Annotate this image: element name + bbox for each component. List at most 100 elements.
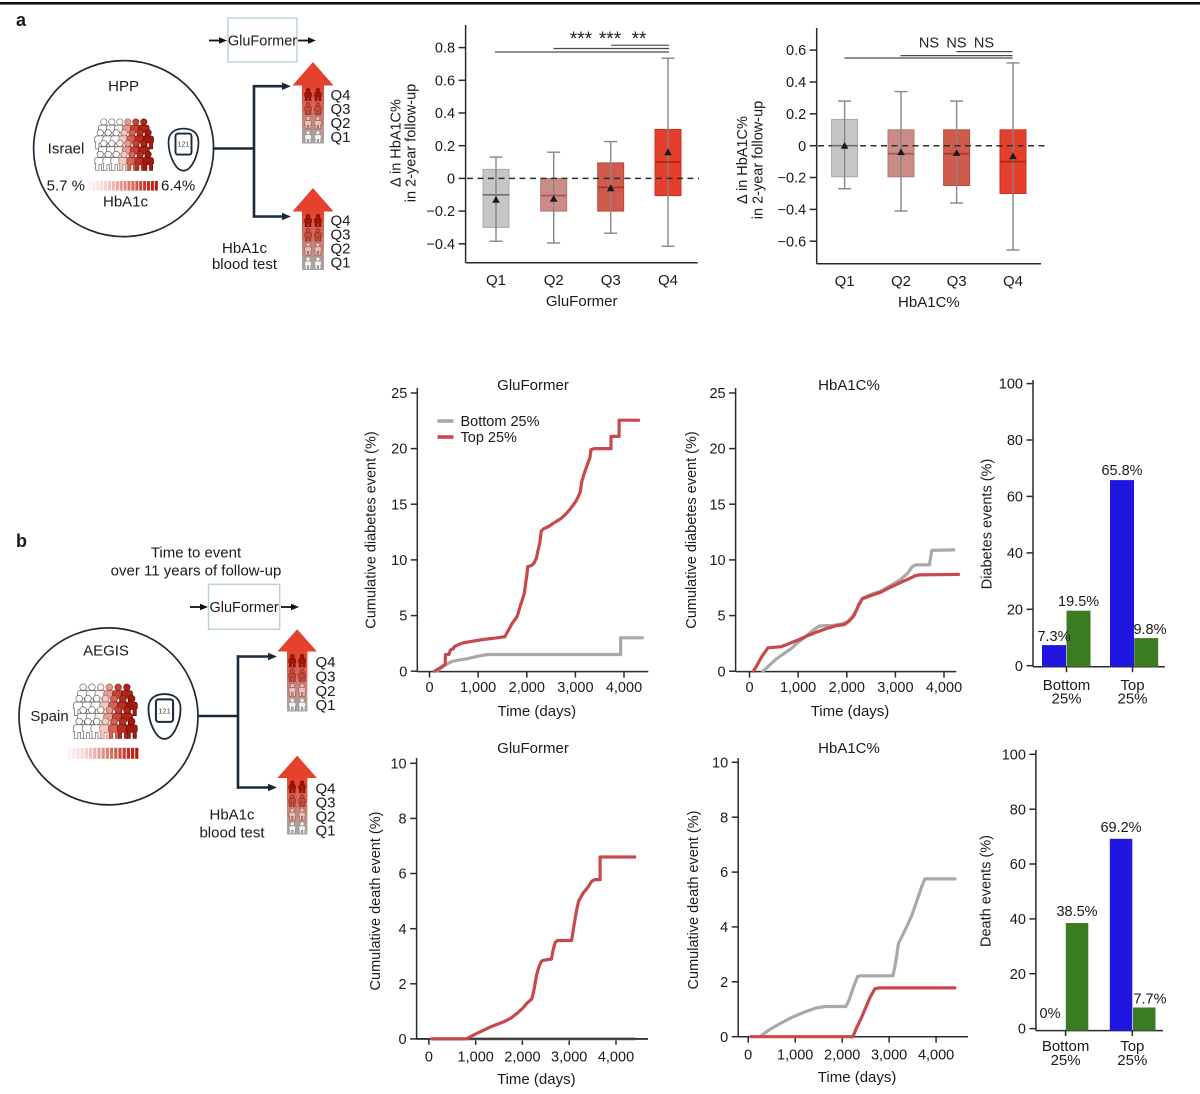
svg-text:40: 40	[1010, 912, 1026, 928]
svg-text:Israel: Israel	[48, 141, 85, 158]
svg-text:0: 0	[744, 1048, 752, 1064]
svg-text:in 2-year follow-up: in 2-year follow-up	[751, 101, 767, 219]
svg-text:b: b	[16, 531, 27, 551]
svg-text:Q3: Q3	[331, 101, 351, 118]
svg-text:blood test: blood test	[199, 825, 265, 842]
svg-text:0%: 0%	[1040, 1006, 1061, 1022]
svg-text:2: 2	[720, 975, 728, 991]
svg-text:8: 8	[399, 811, 407, 827]
svg-text:HbA1c: HbA1c	[222, 240, 268, 257]
svg-text:Q3: Q3	[947, 273, 967, 290]
svg-text:Q1: Q1	[331, 255, 351, 272]
svg-text:a: a	[16, 10, 27, 30]
svg-text:Time (days): Time (days)	[818, 1069, 897, 1086]
svg-text:Time to event: Time to event	[151, 545, 242, 562]
svg-text:0: 0	[720, 1030, 728, 1046]
svg-text:2,000: 2,000	[829, 680, 865, 696]
svg-text:60: 60	[1007, 489, 1023, 505]
svg-text:100: 100	[1002, 747, 1026, 763]
svg-text:in 2-year follow-up: in 2-year follow-up	[404, 84, 420, 202]
svg-text:5: 5	[718, 609, 726, 625]
svg-text:3,000: 3,000	[551, 1050, 587, 1066]
svg-text:Spain: Spain	[30, 708, 68, 725]
svg-text:Bottom: Bottom	[1042, 1038, 1090, 1055]
svg-text:10: 10	[391, 553, 407, 569]
svg-text:Top 25%: Top 25%	[461, 430, 518, 446]
svg-text:4: 4	[399, 922, 407, 938]
svg-text:25%: 25%	[1051, 1052, 1081, 1069]
svg-text:65.8%: 65.8%	[1101, 463, 1142, 479]
svg-text:7.7%: 7.7%	[1133, 992, 1166, 1008]
svg-text:6.4%: 6.4%	[161, 178, 195, 195]
svg-text:121: 121	[178, 142, 190, 149]
svg-text:GluFormer: GluFormer	[497, 740, 569, 757]
svg-text:Q1: Q1	[316, 822, 336, 839]
svg-text:−0.6: −0.6	[778, 234, 807, 250]
svg-text:5: 5	[399, 609, 407, 625]
svg-text:***: ***	[599, 29, 622, 50]
svg-text:3,000: 3,000	[871, 1048, 907, 1064]
svg-text:0.2: 0.2	[786, 107, 806, 123]
svg-text:121: 121	[158, 706, 171, 715]
svg-text:1,000: 1,000	[460, 680, 496, 696]
svg-text:2,000: 2,000	[824, 1048, 860, 1064]
svg-text:Time (days): Time (days)	[497, 1071, 576, 1088]
svg-text:−0.4: −0.4	[778, 202, 807, 218]
svg-text:10: 10	[390, 756, 406, 772]
svg-text:***: ***	[570, 29, 593, 50]
svg-text:GluFormer: GluFormer	[209, 600, 278, 616]
svg-text:3,000: 3,000	[877, 680, 913, 696]
svg-text:4,000: 4,000	[598, 1050, 634, 1066]
svg-text:60: 60	[1010, 857, 1026, 873]
svg-text:Q4: Q4	[658, 272, 678, 289]
svg-text:−0.4: −0.4	[426, 237, 455, 253]
svg-text:19.5%: 19.5%	[1058, 594, 1099, 610]
svg-text:4,000: 4,000	[918, 1048, 954, 1064]
svg-text:0.4: 0.4	[786, 75, 806, 91]
svg-text:0: 0	[1015, 659, 1023, 675]
svg-text:GluFormer: GluFormer	[546, 293, 618, 310]
svg-text:Q2: Q2	[316, 683, 336, 700]
svg-text:AEGIS: AEGIS	[83, 643, 129, 660]
svg-text:Q2: Q2	[331, 241, 351, 258]
svg-text:Δ in HbA1C%: Δ in HbA1C%	[389, 99, 405, 187]
svg-text:HbA1C%: HbA1C%	[818, 740, 880, 757]
svg-text:0: 0	[399, 1032, 407, 1048]
svg-text:25%: 25%	[1051, 691, 1081, 708]
svg-text:0: 0	[447, 171, 455, 187]
svg-text:Q4: Q4	[1003, 273, 1023, 290]
svg-text:38.5%: 38.5%	[1056, 904, 1097, 920]
svg-text:NS: NS	[946, 36, 966, 52]
svg-text:HbA1c: HbA1c	[103, 194, 149, 211]
svg-text:Q2: Q2	[891, 273, 911, 290]
svg-text:Q3: Q3	[601, 272, 621, 289]
svg-text:1,000: 1,000	[458, 1050, 494, 1066]
svg-text:−0.2: −0.2	[426, 204, 455, 220]
svg-text:40: 40	[1007, 546, 1023, 562]
svg-text:3,000: 3,000	[557, 680, 593, 696]
svg-text:8: 8	[720, 810, 728, 826]
svg-text:6: 6	[399, 867, 407, 883]
svg-text:0: 0	[425, 1050, 433, 1066]
svg-text:25%: 25%	[1117, 1052, 1147, 1069]
svg-text:15: 15	[391, 497, 407, 513]
svg-text:Time (days): Time (days)	[497, 703, 576, 720]
svg-text:NS: NS	[974, 36, 994, 52]
svg-text:15: 15	[709, 497, 725, 513]
svg-text:0: 0	[1018, 1022, 1026, 1038]
svg-text:0: 0	[425, 680, 433, 696]
svg-text:Q1: Q1	[486, 272, 506, 289]
svg-text:2,000: 2,000	[504, 1050, 540, 1066]
svg-text:Q1: Q1	[835, 273, 855, 290]
svg-text:9.8%: 9.8%	[1133, 622, 1166, 638]
svg-text:Cumulative death event (%): Cumulative death event (%)	[686, 811, 702, 990]
svg-text:2,000: 2,000	[509, 680, 545, 696]
svg-text:5.7 %: 5.7 %	[47, 178, 85, 195]
svg-text:2: 2	[399, 977, 407, 993]
svg-text:NS: NS	[919, 36, 939, 52]
svg-text:Q4: Q4	[316, 781, 336, 798]
svg-text:4,000: 4,000	[606, 680, 642, 696]
svg-text:Q3: Q3	[316, 669, 336, 686]
svg-text:Δ in HbA1C%: Δ in HbA1C%	[735, 116, 751, 204]
svg-text:25%: 25%	[1117, 691, 1147, 708]
